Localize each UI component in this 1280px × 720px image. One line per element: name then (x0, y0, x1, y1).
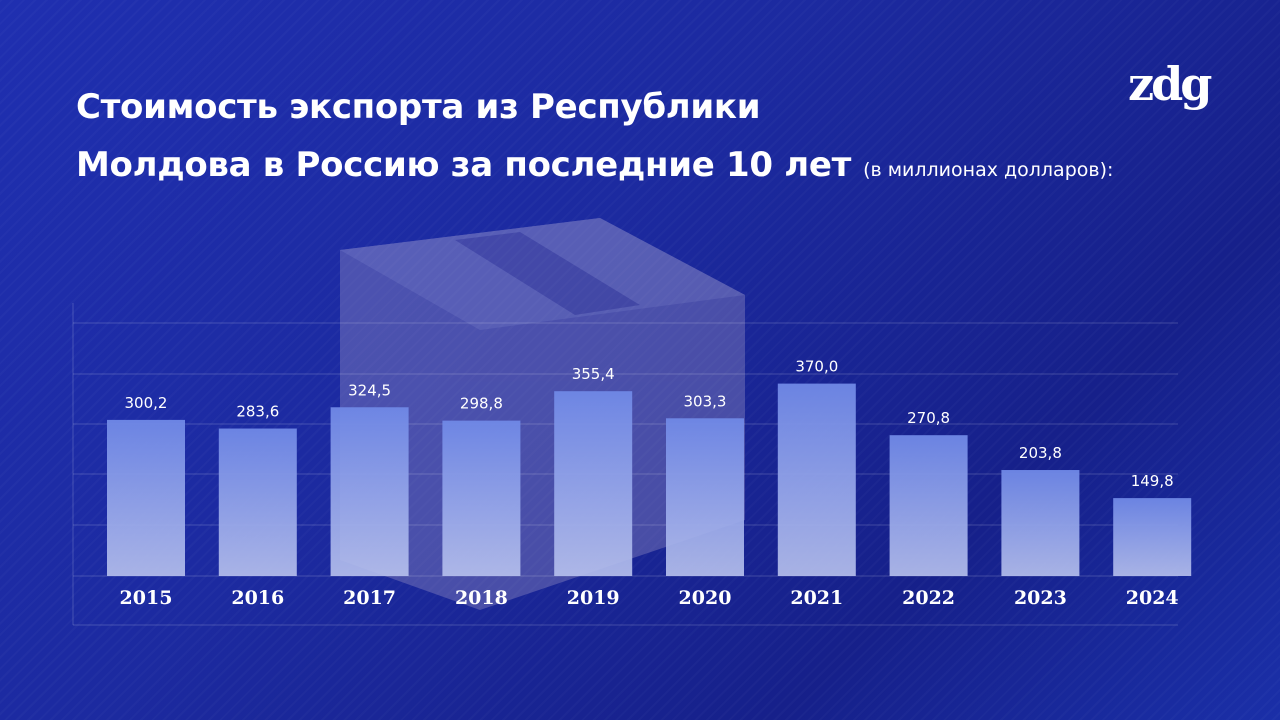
data-label: 324,5 (348, 381, 391, 399)
data-label: 300,2 (125, 394, 168, 412)
x-tick-label: 2020 (679, 587, 732, 609)
x-tick-label: 2015 (120, 587, 173, 609)
box-illustration (340, 218, 745, 610)
x-tick-label: 2017 (343, 587, 396, 609)
title-line-2: Молдова в Россию за последние 10 лет (76, 145, 852, 185)
title-line-1: Стоимость экспорта из Республики (76, 87, 761, 127)
data-label: 355,4 (572, 365, 615, 383)
data-label: 149,8 (1131, 472, 1174, 490)
bar-2017 (330, 407, 409, 576)
bar-2024 (1113, 498, 1192, 576)
data-label: 370,0 (795, 358, 838, 376)
data-label: 203,8 (1019, 444, 1062, 462)
x-tick-label: 2024 (1126, 587, 1179, 609)
x-tick-label: 2016 (231, 587, 284, 609)
bar-2021 (777, 383, 856, 576)
data-label: 270,8 (907, 409, 950, 427)
chart-subtitle: (в миллионах долларов): (863, 159, 1114, 181)
bar-2018 (442, 420, 521, 576)
x-tick-label: 2023 (1014, 587, 1067, 609)
bar-2020 (666, 418, 744, 576)
x-tick-label: 2019 (567, 587, 620, 609)
chart-title: Стоимость экспорта из Республики Молдова… (76, 78, 1113, 199)
data-label: 298,8 (460, 395, 503, 413)
data-label: 303,3 (684, 392, 727, 410)
bar-2019 (554, 391, 633, 576)
bar-2016 (218, 428, 297, 576)
x-tick-label: 2021 (790, 587, 843, 609)
bar-2022 (889, 435, 968, 576)
x-tick-label: 2018 (455, 587, 508, 609)
bar-2023 (1001, 470, 1080, 576)
data-label: 283,6 (236, 403, 279, 421)
bar-2015 (107, 419, 185, 576)
x-tick-label: 2022 (902, 587, 955, 609)
zdg-logo: zdg (1128, 57, 1212, 111)
